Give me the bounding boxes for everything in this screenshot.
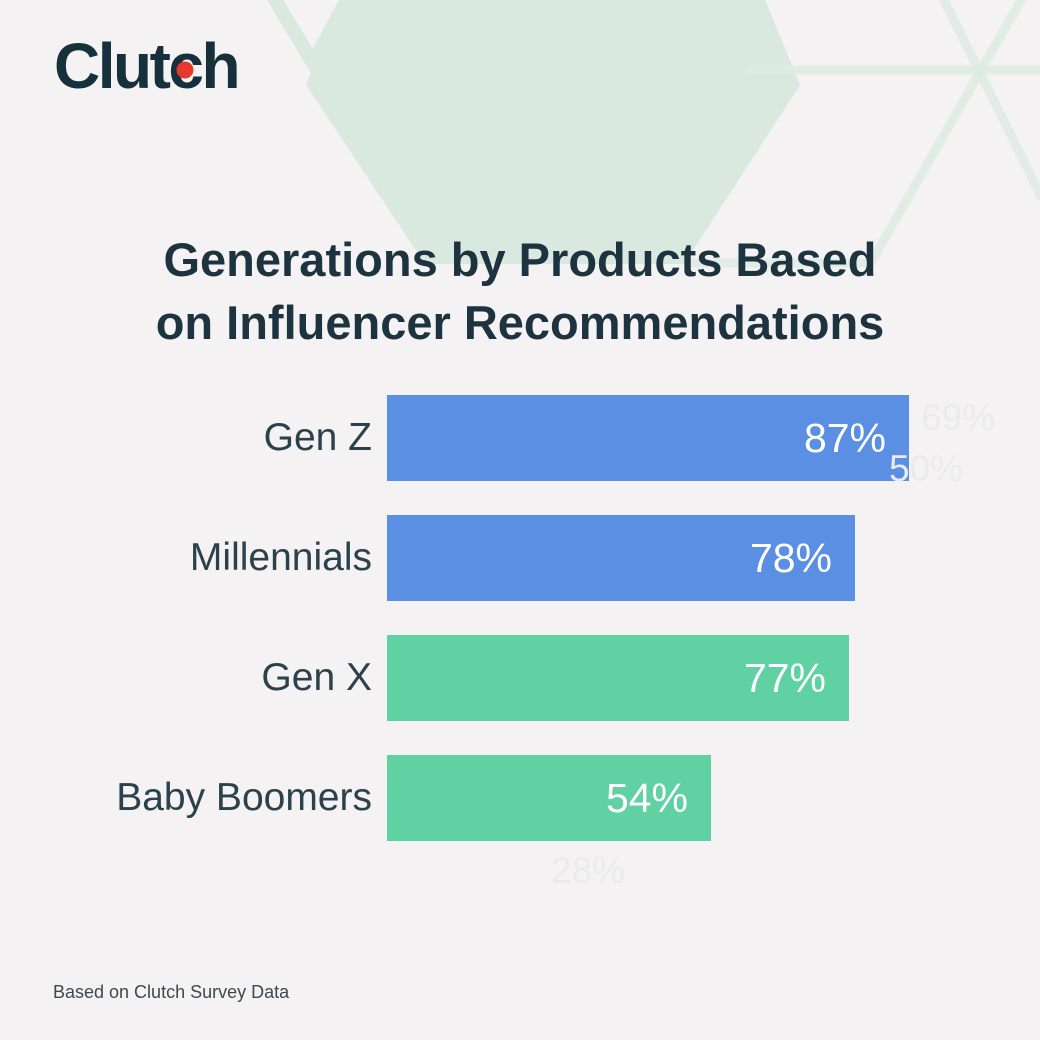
value-label: 78% bbox=[749, 534, 832, 581]
bar-gen-z: 87% bbox=[387, 395, 909, 481]
category-label: Gen Z bbox=[263, 416, 372, 459]
logo-c-with-dot: c bbox=[168, 34, 204, 98]
chart-row: Gen Z 87% bbox=[54, 395, 1004, 481]
ghost-value-label: 69% bbox=[921, 397, 996, 438]
chart-title-line2: on Influencer Recommendations bbox=[155, 296, 885, 350]
chart-row: Millennials 78% bbox=[54, 515, 1004, 601]
chart-title-line1: Generations by Products Based bbox=[163, 233, 877, 287]
hexagon-shape bbox=[306, 0, 800, 264]
category-label: Millennials bbox=[189, 536, 372, 579]
value-label: 87% bbox=[803, 414, 886, 461]
source-note: Based on Clutch Survey Data bbox=[53, 982, 290, 1002]
chart-title: Generations by Products Based on Influen… bbox=[0, 228, 1040, 354]
lattice-line-diagonal-left bbox=[866, 0, 1027, 267]
chart-row: Gen X 77% bbox=[54, 635, 1004, 721]
chart-row: Baby Boomers 54% bbox=[54, 755, 1004, 841]
logo-red-dot-icon bbox=[176, 61, 194, 79]
ghost-value-label: 50% bbox=[889, 448, 964, 489]
logo-text-part: Clut bbox=[54, 30, 171, 102]
value-label: 54% bbox=[605, 774, 688, 821]
bar-chart: Gen Z 87% Millennials 78% Gen X 77% Baby Boome… bbox=[54, 395, 1004, 875]
category-label: Gen X bbox=[261, 656, 372, 699]
bar-millennials: 78% bbox=[387, 515, 855, 601]
checkmark-band-shape bbox=[267, 0, 355, 78]
bar-baby-boomers: 54% bbox=[387, 755, 711, 841]
bar-gen-x: 77% bbox=[387, 635, 849, 721]
ghost-value-label: 28% bbox=[551, 850, 626, 891]
lattice-line-diagonal-right bbox=[938, 0, 1040, 200]
logo-text-part: h bbox=[201, 30, 241, 102]
category-label: Baby Boomers bbox=[116, 776, 372, 819]
clutch-logo: Clutch bbox=[54, 34, 241, 98]
value-label: 77% bbox=[743, 654, 826, 701]
